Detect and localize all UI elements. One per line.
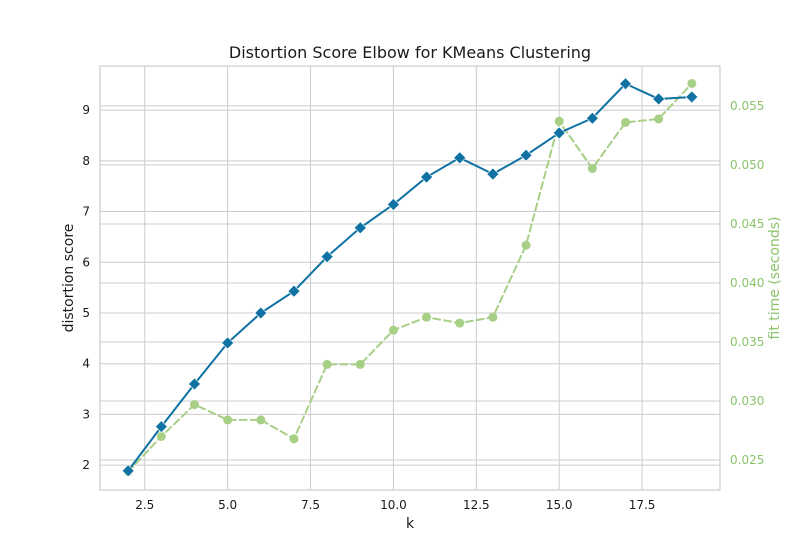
- x-tick-label: 17.5: [629, 498, 656, 512]
- fit-time-point: [256, 415, 266, 425]
- fit-time-point: [355, 359, 365, 369]
- fit-time-point: [223, 415, 233, 425]
- plot-frame: [99, 65, 721, 491]
- y2-tick-label: 0.050: [730, 158, 764, 172]
- x-axis-label: k: [406, 516, 415, 532]
- distortion-point: [453, 151, 467, 165]
- distortion-point: [121, 464, 135, 478]
- distortion-point: [585, 111, 599, 125]
- y2-tick-label: 0.040: [730, 276, 764, 290]
- fit-time-point: [521, 240, 531, 250]
- fit-time-point: [587, 163, 597, 173]
- tick-labels: 2.5 5.0 7.5 10.0 12.5 15.0 17.5 2 3 4 5 6 7 8 9 0.025 0.…: [82, 99, 764, 512]
- distortion-point: [552, 126, 566, 140]
- x-tick-label: 15.0: [546, 498, 573, 512]
- y2-axis-label: fit time (seconds): [767, 217, 783, 340]
- distortion-point: [254, 306, 268, 320]
- y2-tick-label: 0.025: [730, 453, 764, 467]
- chart-title: Distortion Score Elbow for KMeans Cluste…: [229, 43, 591, 62]
- x-tick-label: 7.5: [301, 498, 320, 512]
- y2-tick-label: 0.045: [730, 217, 764, 231]
- fit-time-point: [322, 359, 332, 369]
- x-tick-label: 10.0: [380, 498, 407, 512]
- fit-time-point: [554, 116, 564, 126]
- fit-time-point: [654, 114, 664, 124]
- y-tick-label: 6: [82, 255, 90, 269]
- fit-time-point: [455, 318, 465, 328]
- distortion-point: [420, 170, 434, 184]
- distortion-line: [127, 82, 693, 472]
- distortion-point: [221, 336, 235, 350]
- y-tick-label: 9: [82, 103, 90, 117]
- y-tick-label: 5: [82, 306, 90, 320]
- series-layer: [121, 77, 699, 478]
- distortion-point: [386, 198, 400, 211]
- y2-tick-label: 0.055: [730, 99, 764, 113]
- distortion-point: [519, 148, 533, 162]
- x-tick-label: 5.0: [218, 498, 237, 512]
- fit-time-point: [388, 325, 398, 335]
- y-tick-label: 3: [82, 407, 90, 421]
- distortion-point: [287, 284, 301, 298]
- y-tick-label: 2: [82, 458, 90, 472]
- y-tick-label: 8: [82, 154, 90, 168]
- distortion-point: [486, 167, 500, 181]
- distortion-point: [188, 377, 201, 391]
- fit-time-line: [127, 82, 693, 473]
- fit-time-point: [621, 117, 631, 127]
- y2-tick-label: 0.035: [730, 335, 764, 349]
- distortion-point: [320, 250, 334, 264]
- distortion-point: [685, 90, 699, 104]
- y2-tick-label: 0.030: [730, 394, 764, 408]
- distortion-point: [652, 92, 666, 106]
- fit-time-point: [189, 400, 199, 410]
- x-tick-label: 2.5: [135, 498, 154, 512]
- y-tick-label: 4: [82, 357, 90, 371]
- fit-time-point: [156, 431, 166, 441]
- fit-time-point: [422, 312, 432, 322]
- fit-time-point: [289, 434, 299, 444]
- y-axis-label: distortion score: [61, 224, 77, 333]
- distortion-point: [619, 77, 632, 91]
- fit-time-point: [488, 312, 498, 322]
- fit-time-point: [687, 78, 697, 88]
- y-tick-label: 7: [82, 205, 90, 219]
- distortion-point: [353, 221, 367, 235]
- x-tick-label: 12.5: [463, 498, 490, 512]
- distortion-point: [154, 420, 168, 434]
